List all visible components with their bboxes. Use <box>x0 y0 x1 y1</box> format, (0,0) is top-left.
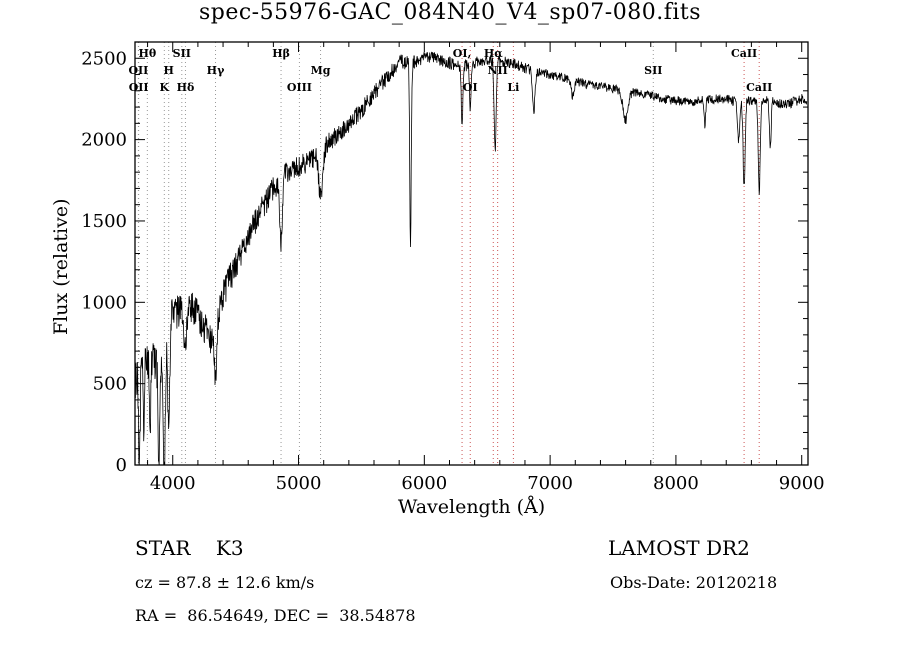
axis-ticks <box>135 41 808 466</box>
obs-date-label: Obs-Date: 20120218 <box>610 573 778 592</box>
y-tick-label: 0 <box>116 455 127 476</box>
spectral-line-label: H <box>164 64 174 77</box>
spectral-line-label: Hγ <box>207 64 225 77</box>
spectral-line-label: OII <box>128 64 148 77</box>
y-tick-label: 2000 <box>81 130 127 151</box>
y-tick-label: 2500 <box>81 48 127 69</box>
spectrum-trace <box>135 51 808 465</box>
plot-title: spec-55976-GAC_084N40_V4_sp07-080.fits <box>198 0 702 25</box>
spectral-line-label: Hβ <box>272 47 290 60</box>
x-tick-label: 6000 <box>401 473 447 494</box>
y-tick-label: 1000 <box>81 292 127 313</box>
spectral-line-label: Mg <box>311 64 331 77</box>
spectral-line-label: CaII <box>746 81 772 94</box>
x-tick-labels: 4000 5000 6000 7000 8000 9000 <box>150 473 825 494</box>
cz-velocity-label: cz = 87.8 ± 12.6 km/s <box>135 573 315 592</box>
spectral-line-label: OI, <box>453 47 472 60</box>
spectral-line-labels: HθOIIOIIHKSIIHδHγHβOIIIMgOI,OIHαNIILiSII… <box>128 47 772 94</box>
y-axis-label: Flux (relative) <box>50 198 72 336</box>
ra-dec-label: RA = 86.54649, DEC = 38.54878 <box>135 606 416 625</box>
spectral-line-label: Hθ <box>138 47 156 60</box>
y-tick-label: 500 <box>93 374 127 395</box>
survey-label: LAMOST DR2 <box>608 536 750 560</box>
x-tick-label: 9000 <box>779 473 825 494</box>
spectral-line-label: OIII <box>287 81 312 94</box>
spectral-line-label: Hδ <box>177 81 195 94</box>
x-tick-label: 7000 <box>527 473 573 494</box>
spectral-line-label: SII <box>644 64 662 77</box>
spectral-line-label: OI <box>463 81 478 94</box>
spectral-line-label: K <box>160 81 170 94</box>
x-tick-label: 8000 <box>653 473 699 494</box>
y-tick-label: 1500 <box>81 211 127 232</box>
x-axis-label: Wavelength (Å) <box>397 496 546 518</box>
spectral-line-label: OII <box>129 81 149 94</box>
x-tick-label: 4000 <box>150 473 196 494</box>
spectral-lines-group <box>137 42 760 465</box>
object-class-label: STAR K3 <box>135 536 244 560</box>
spectral-line-label: CaII <box>731 47 757 60</box>
y-tick-labels: 0 500 1000 1500 2000 2500 <box>81 48 127 476</box>
x-tick-label: 5000 <box>276 473 322 494</box>
spectral-line-label: Li <box>507 81 519 94</box>
spectral-line-label: SII <box>173 47 191 60</box>
